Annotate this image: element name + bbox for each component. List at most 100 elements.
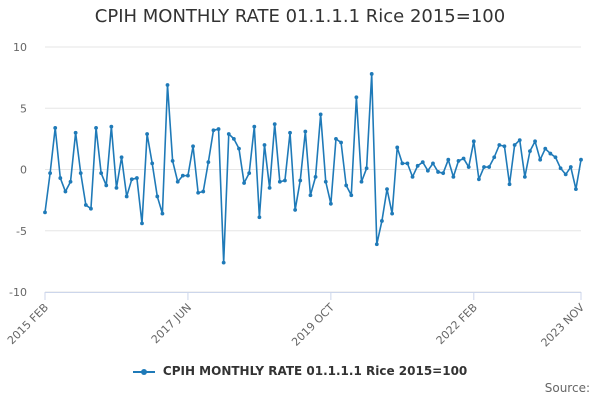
data-point — [83, 203, 88, 207]
x-tick-label: 2022 FEB — [434, 301, 480, 347]
x-tick-label: 2017 JUN — [149, 301, 194, 346]
data-point — [221, 260, 226, 265]
data-point — [308, 193, 313, 198]
data-point — [68, 179, 73, 184]
data-point — [226, 132, 231, 136]
data-point — [94, 125, 98, 130]
data-point — [252, 124, 257, 129]
data-point — [461, 156, 466, 161]
series-line — [44, 73, 582, 264]
y-tick-label: 10 — [13, 41, 27, 54]
data-point — [211, 128, 216, 133]
data-point — [313, 174, 318, 179]
data-point — [160, 211, 165, 216]
y-tick-label: 5 — [20, 102, 27, 115]
data-point — [522, 174, 527, 179]
data-point — [186, 173, 190, 178]
data-point — [257, 215, 262, 220]
y-axis-ticks: 10 5 0 -5 -10 — [9, 41, 27, 299]
data-point — [441, 171, 446, 176]
y-tick-label: 0 — [20, 164, 27, 177]
data-point — [548, 151, 553, 156]
data-point — [237, 146, 241, 151]
data-point — [339, 140, 343, 145]
data-point — [400, 161, 405, 166]
data-point — [354, 95, 359, 100]
data-point — [517, 138, 522, 143]
data-point — [48, 171, 52, 176]
x-tick-label: 2019 OCT — [289, 301, 337, 349]
data-point — [456, 159, 461, 163]
data-point — [247, 171, 252, 176]
data-point — [568, 165, 573, 169]
data-point — [191, 144, 195, 149]
data-point — [124, 194, 129, 199]
x-tick-label: 2023 NOV — [539, 301, 588, 350]
data-point — [109, 124, 114, 129]
data-point — [206, 160, 211, 165]
data-point — [318, 112, 323, 117]
chart-title: CPIH MONTHLY RATE 01.1.1.1 Rice 2015=100 — [94, 6, 506, 27]
data-point — [267, 185, 272, 190]
data-point — [140, 221, 144, 226]
data-point — [538, 157, 543, 162]
data-point — [170, 159, 175, 163]
data-point — [410, 174, 415, 179]
data-point — [134, 176, 139, 180]
data-point — [180, 173, 185, 178]
data-point — [288, 130, 292, 135]
data-point — [272, 122, 277, 127]
data-point — [420, 160, 425, 165]
data-point — [543, 146, 548, 151]
data-point — [374, 242, 379, 247]
data-point — [165, 83, 170, 87]
data-point — [563, 172, 568, 177]
data-point — [558, 166, 563, 171]
data-point — [99, 171, 104, 176]
legend[interactable]: CPIH MONTHLY RATE 01.1.1.1 Rice 2015=100 — [0, 364, 600, 378]
data-point — [89, 206, 93, 211]
source-credit[interactable]: Source: — [544, 381, 590, 395]
data-point — [43, 210, 47, 215]
y-tick-label: -5 — [16, 225, 27, 238]
data-point — [512, 143, 517, 147]
data-point — [390, 211, 395, 216]
data-point — [298, 178, 303, 183]
legend-label: CPIH MONTHLY RATE 01.1.1.1 Rice 2015=100 — [162, 364, 468, 378]
data-point — [528, 149, 532, 154]
data-point — [78, 171, 83, 176]
data-point — [328, 201, 333, 206]
data-point — [451, 174, 456, 179]
data-point — [431, 161, 435, 166]
data-point — [231, 136, 236, 141]
data-point — [303, 129, 308, 134]
data-point — [466, 165, 471, 169]
data-point — [436, 170, 440, 174]
data-point — [507, 182, 512, 187]
data-point — [216, 127, 221, 131]
data-point — [196, 190, 201, 195]
data-point — [53, 125, 58, 130]
data-point — [369, 72, 374, 76]
data-point — [201, 189, 206, 194]
data-point — [73, 130, 78, 135]
data-point — [145, 132, 150, 136]
data-point — [323, 179, 328, 184]
x-axis-ticks: 2015 FEB 2017 JUN 2019 OCT 2022 FEB 2023 NOV — [5, 292, 588, 350]
data-point — [471, 139, 476, 144]
data-point — [334, 136, 338, 141]
data-point — [487, 165, 492, 169]
data-point — [344, 183, 349, 188]
data-point — [482, 165, 486, 169]
data-point — [533, 139, 537, 144]
data-point — [405, 161, 410, 166]
data-point — [114, 185, 119, 190]
data-point — [129, 177, 134, 182]
data-point — [242, 181, 246, 185]
data-point — [446, 157, 451, 162]
data-point — [385, 187, 389, 192]
data-point — [579, 157, 583, 162]
data-point — [104, 183, 109, 188]
data-point — [283, 178, 287, 183]
data-point — [364, 166, 369, 171]
